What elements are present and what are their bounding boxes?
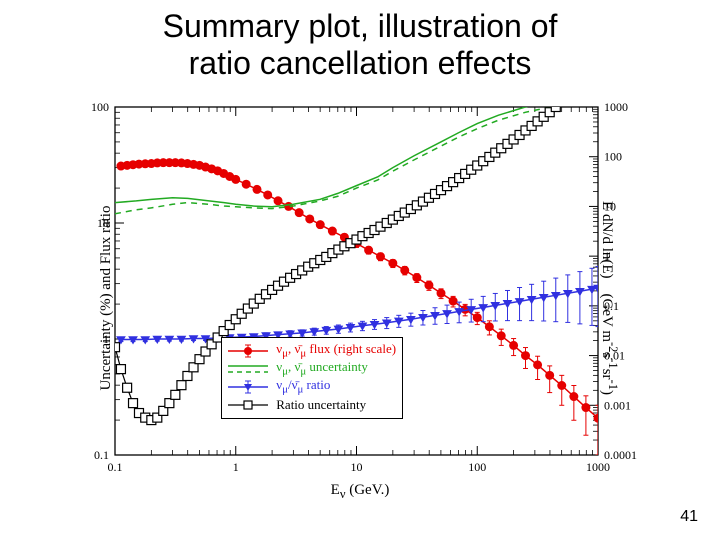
svg-text:1: 1 [233, 460, 239, 474]
y-axis-right-label: E dN/d ln(E) (GeV m-2s-1sr-1) [598, 201, 620, 395]
legend: νμ, ν̄μ flux (right scale)νμ, ν̄μ uncert… [221, 337, 403, 419]
svg-text:1000: 1000 [604, 100, 628, 114]
legend-swatch [226, 361, 270, 377]
legend-label: νμ, ν̄μ uncertainty [276, 359, 368, 378]
legend-item: νμ, ν̄μ uncertainty [226, 360, 396, 378]
svg-text:0.001: 0.001 [604, 398, 631, 412]
title-line-2: ratio cancellation effects [189, 45, 532, 81]
svg-text:0.1: 0.1 [108, 460, 123, 474]
legend-item: νμ/ν̄μ ratio [226, 378, 396, 396]
page-title: Summary plot, illustration of ratio canc… [0, 8, 720, 82]
legend-swatch [226, 379, 270, 395]
y-axis-left-label: Uncertainty (%) and Flux ratio [98, 205, 115, 390]
chart: Uncertainty (%) and Flux ratio E dN/d ln… [60, 95, 660, 500]
svg-text:0.0001: 0.0001 [604, 448, 637, 462]
svg-text:10: 10 [351, 460, 363, 474]
legend-item: Ratio uncertainty [226, 396, 396, 414]
title-line-1: Summary plot, illustration of [163, 8, 558, 44]
svg-text:100: 100 [91, 100, 109, 114]
legend-label: νμ, ν̄μ flux (right scale) [276, 341, 396, 360]
chart-svg: 0.111010010000.11101000.00010.0010.010.1… [60, 95, 660, 500]
svg-text:100: 100 [604, 150, 622, 164]
page-number: 41 [680, 508, 698, 526]
svg-text:0.1: 0.1 [94, 448, 109, 462]
legend-swatch [226, 397, 270, 413]
legend-swatch [226, 343, 270, 359]
legend-label: νμ/ν̄μ ratio [276, 377, 330, 396]
svg-text:100: 100 [468, 460, 486, 474]
svg-text:1000: 1000 [586, 460, 610, 474]
legend-label: Ratio uncertainty [276, 397, 366, 413]
legend-item: νμ, ν̄μ flux (right scale) [226, 342, 396, 360]
x-axis-label: Eν (GeV.) [60, 482, 660, 502]
